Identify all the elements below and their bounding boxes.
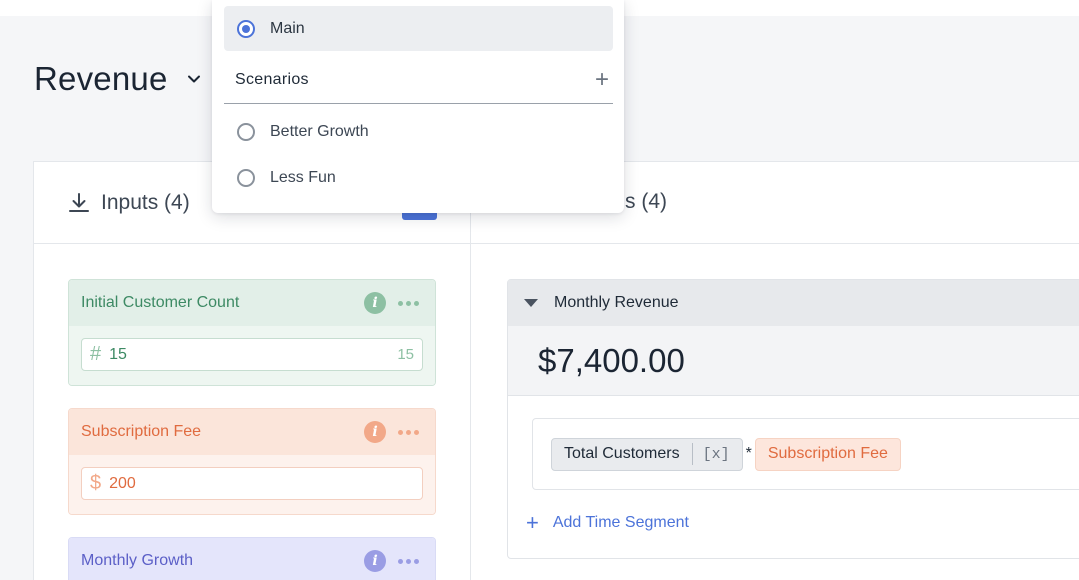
metric-card-monthly-revenue: Monthly Revenue $7,400.00 Total Customer… xyxy=(507,279,1079,559)
inputs-header: Inputs (4) xyxy=(34,162,471,244)
chip-divider xyxy=(691,443,693,465)
info-icon[interactable]: i xyxy=(364,421,386,443)
add-time-segment-label: Add Time Segment xyxy=(552,514,689,531)
input-card-monthly-growth[interactable]: Monthly Growth i xyxy=(68,537,436,580)
scenario-option-better-growth[interactable]: Better Growth xyxy=(237,123,369,141)
metric-name: Monthly Revenue xyxy=(554,294,679,311)
page-title[interactable]: Revenue xyxy=(34,60,202,98)
input-name: Subscription Fee xyxy=(81,423,202,440)
scenarios-section-label: Scenarios xyxy=(235,70,309,88)
metric-value: $7,400.00 xyxy=(508,326,1079,396)
radio-icon[interactable] xyxy=(237,169,255,187)
formula-operator: * xyxy=(745,445,752,462)
formula-chip-subscription-fee[interactable]: Subscription Fee xyxy=(754,437,901,471)
outputs-title: s (4) xyxy=(625,190,667,213)
inputs-panel: Inputs (4) Initial Customer Count i # 15… xyxy=(33,161,471,580)
radio-icon[interactable] xyxy=(237,123,255,141)
hash-icon: # xyxy=(90,343,102,365)
input-value: 200 xyxy=(109,474,136,492)
chevron-down-icon[interactable] xyxy=(186,71,202,87)
input-name: Monthly Growth xyxy=(81,552,194,569)
scenario-option-less-fun[interactable]: Less Fun xyxy=(237,169,336,187)
input-card-subscription-fee[interactable]: Subscription Fee i $ 200 xyxy=(68,408,436,515)
info-icon[interactable]: i xyxy=(364,550,386,572)
outputs-panel: s (4) Monthly Revenue $7,400.00 Total Cu… xyxy=(470,161,1079,580)
chip-label: Total Customers xyxy=(564,445,680,462)
input-card-initial-customer-count[interactable]: Initial Customer Count i # 15 15 xyxy=(68,279,436,386)
dollar-icon: $ xyxy=(90,472,102,494)
scenario-label: Less Fun xyxy=(270,169,336,186)
radio-selected-icon[interactable] xyxy=(237,19,255,38)
scenario-dropdown: Main Scenarios + Better Growth Less Fun xyxy=(212,0,624,213)
more-options-icon[interactable] xyxy=(398,300,419,306)
formula-chip-total-customers[interactable]: Total Customers [x] xyxy=(551,437,743,471)
outputs-header: s (4) xyxy=(471,162,1079,244)
scenario-option-main[interactable]: Main xyxy=(224,6,613,51)
scenario-label: Main xyxy=(270,19,305,37)
inputs-title: Inputs (4) xyxy=(101,190,190,214)
more-options-icon[interactable] xyxy=(398,558,419,564)
more-options-icon[interactable] xyxy=(398,429,419,435)
scenario-label: Better Growth xyxy=(270,123,369,140)
input-value-field[interactable]: # 15 15 xyxy=(81,338,423,371)
input-value-field[interactable]: $ 200 xyxy=(81,467,423,500)
chip-tag[interactable]: [x] xyxy=(702,445,730,463)
add-scenario-icon[interactable]: + xyxy=(594,65,609,93)
formula-editor[interactable]: Total Customers [x] * Subscription Fee xyxy=(532,418,1079,490)
add-time-segment-button[interactable]: + Add Time Segment xyxy=(526,512,689,534)
collapse-triangle-icon[interactable] xyxy=(524,299,538,307)
input-value: 15 xyxy=(109,345,127,363)
scenarios-section-header: Scenarios + xyxy=(224,56,613,104)
metric-header[interactable]: Monthly Revenue xyxy=(508,280,1079,326)
page-title-text: Revenue xyxy=(34,60,168,97)
input-name: Initial Customer Count xyxy=(81,294,240,311)
input-preview-value: 15 xyxy=(397,346,414,363)
plus-icon: + xyxy=(526,510,539,535)
download-icon xyxy=(69,192,89,212)
info-icon[interactable]: i xyxy=(364,292,386,314)
